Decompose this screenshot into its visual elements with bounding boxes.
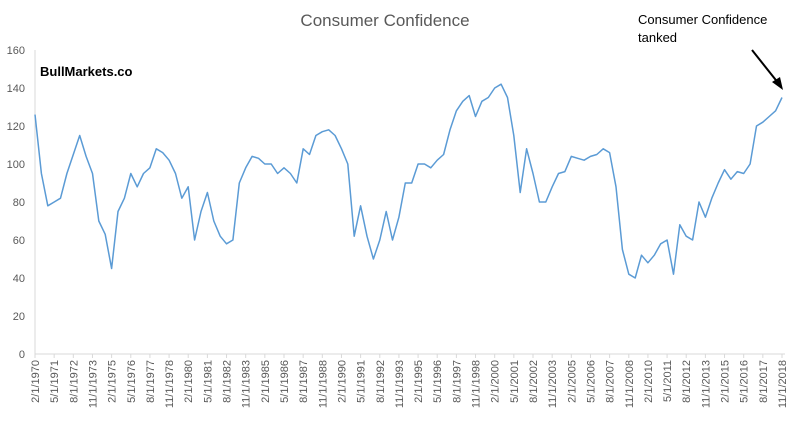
x-tick-label: 8/1/1972 <box>68 360 80 403</box>
x-tick-label: 8/1/1997 <box>451 360 463 403</box>
x-tick-label: 2/1/1995 <box>413 360 425 403</box>
x-tick-label: 11/1/1983 <box>241 360 253 408</box>
x-tick-label: 11/1/2008 <box>624 360 636 408</box>
x-tick-label: 2/1/1980 <box>183 360 195 403</box>
x-tick-label: 5/1/1996 <box>432 360 444 403</box>
annotation-arrow <box>751 49 780 85</box>
x-tick-label: 2/1/1970 <box>30 360 42 403</box>
x-tick-label: 8/1/2002 <box>528 360 540 403</box>
x-tick-label: 11/1/1978 <box>164 360 176 408</box>
annotation-line: tanked <box>638 30 677 45</box>
x-tick-label: 5/1/1981 <box>202 360 214 403</box>
x-tick-label: 2/1/2000 <box>490 360 502 403</box>
x-tick-label: 2/1/1985 <box>260 360 272 403</box>
x-tick-label: 11/1/1993 <box>394 360 406 408</box>
x-tick-label: 8/1/1987 <box>298 360 310 403</box>
y-tick-label: 20 <box>13 311 25 323</box>
x-tick-label: 8/1/2007 <box>605 360 617 403</box>
x-tick-label: 8/1/2017 <box>758 360 770 403</box>
x-tick-label: 8/1/2012 <box>681 360 693 403</box>
chart-title: Consumer Confidence <box>300 11 469 30</box>
x-tick-label: 5/1/1976 <box>126 360 138 403</box>
x-tick-label: 5/1/1991 <box>356 360 368 403</box>
x-tick-label: 2/1/1975 <box>107 360 119 403</box>
y-tick-label: 60 <box>13 235 25 247</box>
y-tick-label: 140 <box>7 83 25 95</box>
y-tick-label: 40 <box>13 273 25 285</box>
x-tick-label: 5/1/2011 <box>662 360 674 402</box>
x-tick-label: 2/1/2015 <box>720 360 732 403</box>
x-tick-label: 8/1/1982 <box>222 360 234 403</box>
annotation-line: Consumer Confidence <box>638 12 767 27</box>
data-line <box>34 83 783 279</box>
annotation-arrowhead <box>772 77 783 90</box>
x-tick-label: 11/1/1998 <box>471 360 483 408</box>
x-tick-label: 5/1/1986 <box>279 360 291 403</box>
x-tick-label: 2/1/2010 <box>643 360 655 403</box>
x-tick-label: 8/1/1992 <box>375 360 387 403</box>
x-tick-label: 11/1/2003 <box>547 360 559 408</box>
x-tick-label: 2/1/1990 <box>336 360 348 403</box>
y-tick-label: 80 <box>13 197 25 209</box>
y-tick-label: 160 <box>7 45 25 57</box>
x-tick-label: 11/1/1988 <box>317 360 329 408</box>
x-tick-label: 5/1/2016 <box>739 360 751 403</box>
x-tick-label: 11/1/2018 <box>777 360 789 408</box>
y-tick-label: 120 <box>7 121 25 133</box>
x-tick-label: 11/1/1973 <box>87 360 99 408</box>
x-tick-label: 8/1/1977 <box>145 360 157 403</box>
watermark: BullMarkets.co <box>40 64 133 79</box>
x-tick-label: 5/1/2006 <box>585 360 597 403</box>
x-tick-label: 2/1/2005 <box>566 360 578 403</box>
x-tick-label: 11/1/2013 <box>700 360 712 408</box>
x-tick-label: 5/1/2001 <box>509 360 521 403</box>
y-tick-label: 100 <box>7 159 25 171</box>
x-tick-label: 5/1/1971 <box>49 360 61 403</box>
y-tick-label: 0 <box>19 349 25 361</box>
